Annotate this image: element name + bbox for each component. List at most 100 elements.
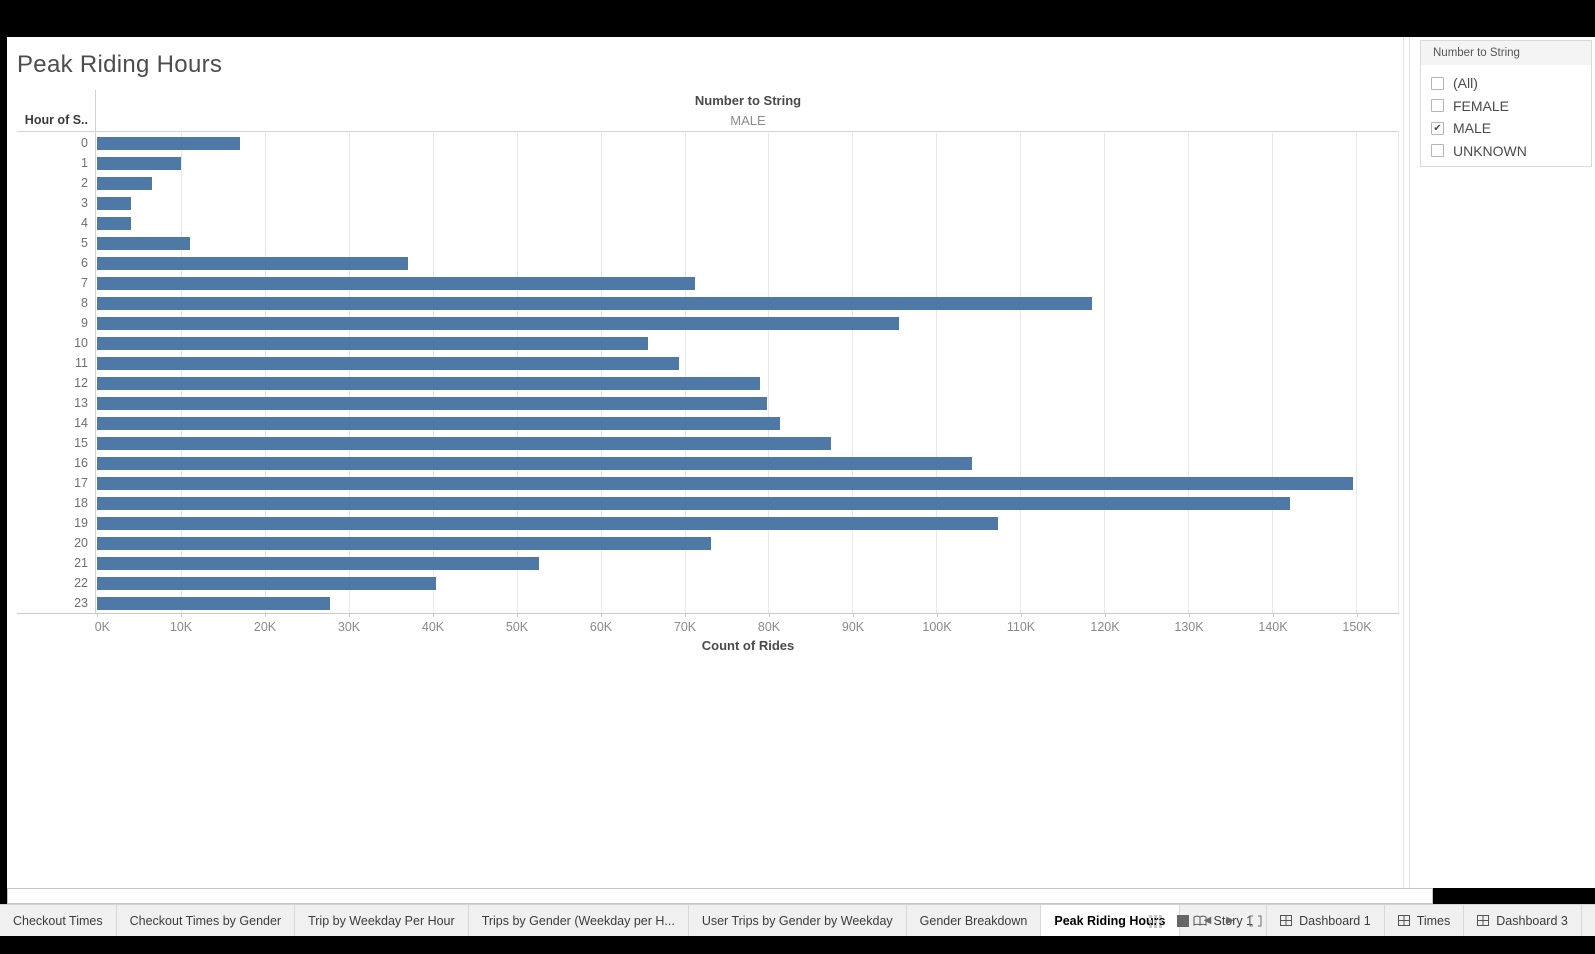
bar[interactable] xyxy=(97,536,712,550)
bar[interactable] xyxy=(97,316,899,330)
axis-tick-mark xyxy=(181,613,182,617)
filter-item-label: FEMALE xyxy=(1453,97,1510,114)
filter-panel: Number to String (All) FEMALE ✔ MALE UNKNOWN xyxy=(1420,40,1592,167)
filmstrip-icon[interactable] xyxy=(1176,915,1189,927)
bar[interactable] xyxy=(97,276,695,290)
bar[interactable] xyxy=(97,356,679,370)
tab-story-1[interactable]: Story 1 xyxy=(1180,905,1268,936)
bar[interactable] xyxy=(97,256,408,270)
y-axis-label: 0 xyxy=(81,136,88,150)
bar-chart-plot-area xyxy=(97,133,1399,613)
axis-tick-mark xyxy=(853,613,854,617)
gridline xyxy=(432,133,434,613)
checkbox-unchecked-icon[interactable] xyxy=(1431,144,1444,158)
bar[interactable] xyxy=(97,376,761,390)
worksheet-canvas: Peak Riding Hours Number to String MALE … xyxy=(7,37,1595,888)
tab-checkout-times-by-gender[interactable]: Checkout Times by Gender xyxy=(117,905,296,936)
previous-arrow-glyph: ◀ xyxy=(1203,915,1212,926)
bar[interactable] xyxy=(97,476,1353,490)
tab-label: Trip by Weekday Per Hour xyxy=(308,913,455,928)
filter-item-all[interactable]: (All) xyxy=(1421,72,1591,95)
story-icon xyxy=(1193,915,1207,927)
status-bar-icons: ◀ ▶ xyxy=(1148,905,1577,937)
tab-trips-by-gender-weekday-per-h[interactable]: Trips by Gender (Weekday per H... xyxy=(469,905,689,936)
filter-item-unknown[interactable]: UNKNOWN xyxy=(1421,140,1591,163)
bar[interactable] xyxy=(97,196,131,210)
gridline xyxy=(1356,133,1358,613)
sheet-tabs: Checkout Times Checkout Times by Gender Tr… xyxy=(0,905,1582,936)
axis-tick-mark xyxy=(349,613,350,617)
checkbox-unchecked-icon[interactable] xyxy=(1431,99,1444,113)
bar[interactable] xyxy=(97,396,767,410)
tab-dashboard-3[interactable]: Dashboard 3 xyxy=(1464,905,1582,936)
y-axis-label: 14 xyxy=(74,416,88,430)
bar[interactable] xyxy=(97,136,240,150)
y-axis-label: 12 xyxy=(74,376,88,390)
tab-label: Gender Breakdown xyxy=(919,913,1028,928)
bar[interactable] xyxy=(97,176,153,190)
bar[interactable] xyxy=(97,576,437,590)
bar[interactable] xyxy=(97,556,540,570)
bar[interactable] xyxy=(97,596,330,610)
horizontal-scrollbar[interactable] xyxy=(7,888,1433,904)
y-axis-label: 9 xyxy=(81,316,88,330)
x-axis-tick-label: 30K xyxy=(337,620,361,634)
y-axis-label: 1 xyxy=(81,156,88,170)
x-axis-tick-label: 60K xyxy=(589,620,613,634)
gridline xyxy=(1272,133,1274,613)
axis-tick-mark xyxy=(97,613,98,617)
bar[interactable] xyxy=(97,456,972,470)
x-axis-tick-label: 110K xyxy=(1006,620,1036,634)
fullscreen-icon[interactable] xyxy=(1249,915,1262,927)
checkbox-checked-icon[interactable]: ✔ xyxy=(1431,121,1444,135)
tab-user-trips-by-gender-by-weekday[interactable]: User Trips by Gender by Weekday xyxy=(689,905,907,936)
bar[interactable] xyxy=(97,416,781,430)
x-axis-tick-label: 0K xyxy=(94,620,111,634)
y-axis-label: 19 xyxy=(74,516,88,530)
checkbox-unchecked-icon[interactable] xyxy=(1431,76,1444,90)
y-axis-label: 20 xyxy=(74,536,88,550)
gridline xyxy=(348,133,350,613)
x-axis-tick-label: 80K xyxy=(757,620,781,634)
axis-tick-mark xyxy=(1105,613,1106,617)
filter-item-female[interactable]: FEMALE xyxy=(1421,95,1591,118)
y-axis-label: 5 xyxy=(81,236,88,250)
tab-trip-by-weekday-per-hour[interactable]: Trip by Weekday Per Hour xyxy=(295,905,469,936)
bar[interactable] xyxy=(97,516,999,530)
panel-divider xyxy=(1403,37,1404,888)
filter-item-male[interactable]: ✔ MALE xyxy=(1421,117,1591,140)
sheet-sorter-icon[interactable] xyxy=(1148,914,1162,928)
x-axis-tick-label: 120K xyxy=(1090,620,1120,634)
gridline xyxy=(936,133,938,613)
tab-checkout-times[interactable]: Checkout Times xyxy=(0,905,117,936)
bar[interactable] xyxy=(97,436,831,450)
tab-label: Checkout Times xyxy=(13,913,103,928)
bar[interactable] xyxy=(97,156,181,170)
bar[interactable] xyxy=(97,236,191,250)
axis-tick-mark xyxy=(601,613,602,617)
gridline xyxy=(1020,133,1022,613)
column-header-field: Number to String xyxy=(694,93,802,108)
x-axis-title: Count of Rides xyxy=(701,638,795,653)
tab-gender-breakdown[interactable]: Gender Breakdown xyxy=(907,905,1042,936)
tab-times[interactable]: Times xyxy=(1385,905,1465,936)
axis-tick-mark xyxy=(1357,613,1358,617)
axis-tick-mark xyxy=(433,613,434,617)
dashboard-icon xyxy=(1280,915,1293,926)
bar[interactable] xyxy=(97,336,649,350)
gridline xyxy=(1104,133,1106,613)
bar[interactable] xyxy=(97,296,1093,310)
next-sheet-icon[interactable]: ▶ xyxy=(1226,916,1234,926)
y-axis-label: 10 xyxy=(74,336,88,350)
x-axis-tick-label: 130K xyxy=(1174,620,1204,634)
tab-label: Dashboard 3 xyxy=(1496,913,1568,928)
presentation-mode-icon[interactable] xyxy=(1277,846,1577,954)
bar[interactable] xyxy=(97,216,131,230)
filter-item-list: (All) FEMALE ✔ MALE UNKNOWN xyxy=(1421,65,1591,162)
previous-sheet-icon[interactable]: ◀ xyxy=(1204,916,1212,926)
tab-label: User Trips by Gender by Weekday xyxy=(701,913,893,928)
bar[interactable] xyxy=(97,496,1290,510)
next-arrow-glyph: ▶ xyxy=(1226,915,1234,926)
tab-dashboard-1[interactable]: Dashboard 1 xyxy=(1267,905,1385,936)
